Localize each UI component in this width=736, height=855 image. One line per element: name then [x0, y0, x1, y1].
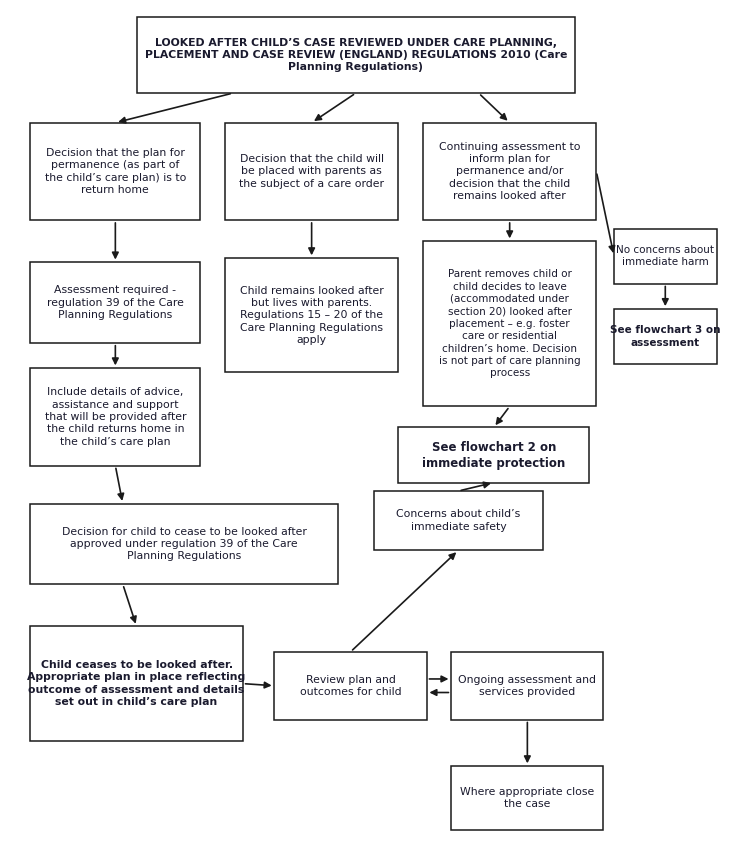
- FancyBboxPatch shape: [30, 369, 200, 466]
- FancyBboxPatch shape: [30, 123, 200, 220]
- FancyBboxPatch shape: [30, 504, 338, 584]
- Text: Where appropriate close
the case: Where appropriate close the case: [460, 787, 595, 809]
- FancyBboxPatch shape: [451, 766, 604, 829]
- Text: Include details of advice,
assistance and support
that will be provided after
th: Include details of advice, assistance an…: [45, 387, 186, 446]
- Text: Child ceases to be looked after.
Appropriate plan in place reflecting
outcome of: Child ceases to be looked after. Appropr…: [27, 660, 246, 707]
- Text: Continuing assessment to
inform plan for
permanence and/or
decision that the chi: Continuing assessment to inform plan for…: [439, 142, 581, 201]
- Text: Parent removes child or
child decides to leave
(accommodated under
section 20) l: Parent removes child or child decides to…: [439, 269, 581, 379]
- Text: Decision that the child will
be placed with parents as
the subject of a care ord: Decision that the child will be placed w…: [239, 154, 384, 189]
- Text: LOOKED AFTER CHILD’S CASE REVIEWED UNDER CARE PLANNING,
PLACEMENT AND CASE REVIE: LOOKED AFTER CHILD’S CASE REVIEWED UNDER…: [145, 38, 567, 73]
- Text: No concerns about
immediate harm: No concerns about immediate harm: [616, 245, 714, 268]
- FancyBboxPatch shape: [225, 123, 398, 220]
- Text: See flowchart 3 on
assessment: See flowchart 3 on assessment: [610, 325, 721, 348]
- FancyBboxPatch shape: [275, 652, 427, 720]
- FancyBboxPatch shape: [30, 627, 243, 740]
- Text: Decision that the plan for
permanence (as part of
the child’s care plan) is to
r: Decision that the plan for permanence (a…: [45, 148, 186, 195]
- FancyBboxPatch shape: [423, 241, 596, 406]
- FancyBboxPatch shape: [30, 262, 200, 343]
- Text: See flowchart 2 on
immediate protection: See flowchart 2 on immediate protection: [422, 440, 565, 469]
- FancyBboxPatch shape: [614, 309, 717, 364]
- Text: Ongoing assessment and
services provided: Ongoing assessment and services provided: [459, 675, 596, 697]
- Text: Child remains looked after
but lives with parents.
Regulations 15 – 20 of the
Ca: Child remains looked after but lives wit…: [240, 286, 383, 345]
- Text: Assessment required -
regulation 39 of the Care
Planning Regulations: Assessment required - regulation 39 of t…: [47, 286, 184, 320]
- FancyBboxPatch shape: [225, 258, 398, 373]
- FancyBboxPatch shape: [423, 123, 596, 220]
- Text: Decision for child to cease to be looked after
approved under regulation 39 of t: Decision for child to cease to be looked…: [62, 527, 307, 562]
- Text: Concerns about child’s
immediate safety: Concerns about child’s immediate safety: [396, 510, 520, 532]
- FancyBboxPatch shape: [137, 17, 575, 93]
- FancyBboxPatch shape: [451, 652, 604, 720]
- FancyBboxPatch shape: [373, 491, 543, 551]
- FancyBboxPatch shape: [614, 228, 717, 284]
- FancyBboxPatch shape: [398, 428, 590, 482]
- Text: Review plan and
outcomes for child: Review plan and outcomes for child: [300, 675, 401, 697]
